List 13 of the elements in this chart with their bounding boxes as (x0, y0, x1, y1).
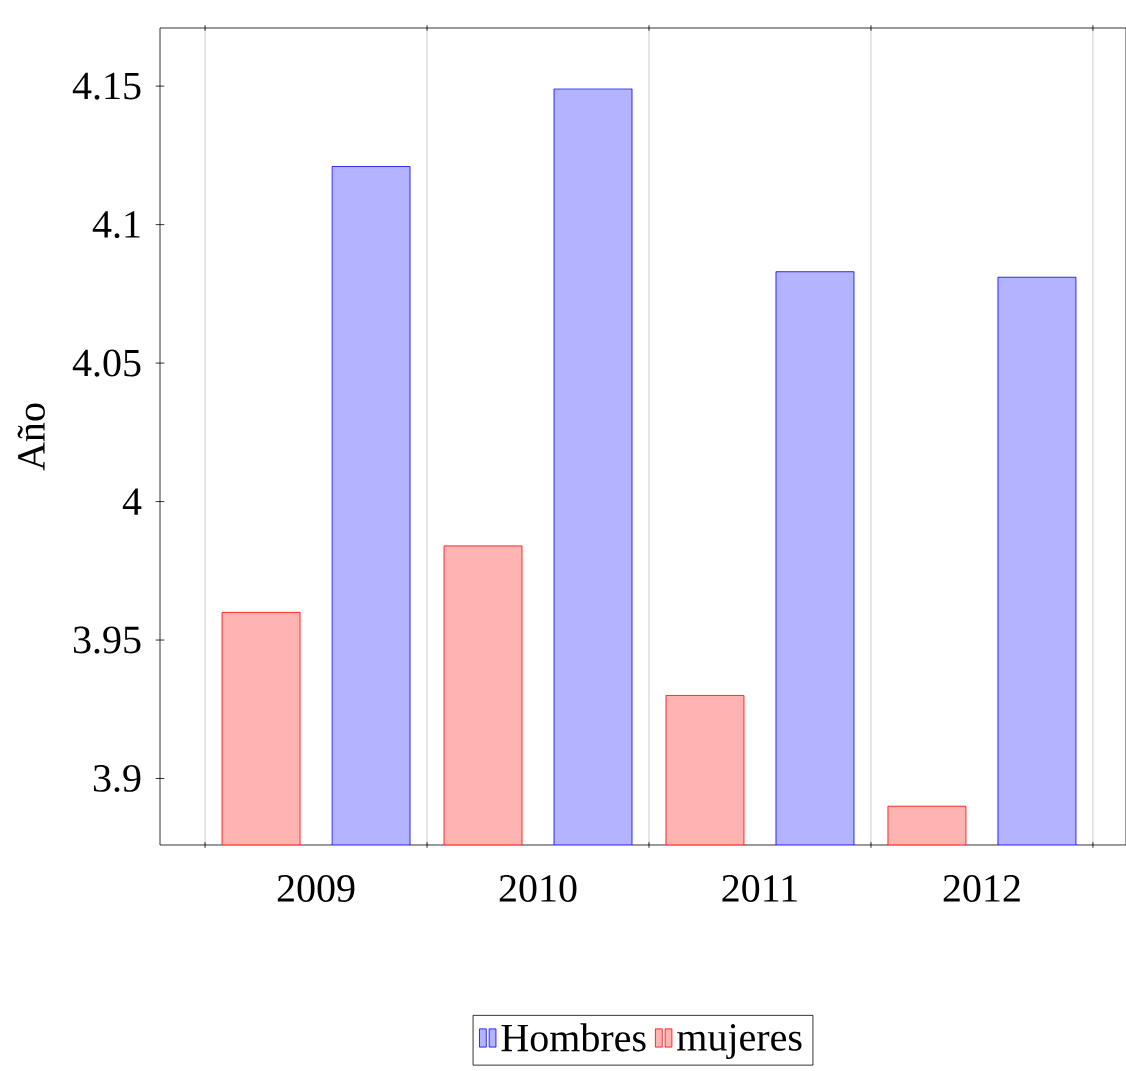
y-tick-label: 3.9 (93, 765, 141, 793)
y-tick-label: 3.95 (73, 626, 141, 654)
y-tick-label: 4.1 (92, 211, 140, 239)
y-tick-label: 4.15 (72, 72, 141, 100)
x-tick-label: 2009 (277, 874, 355, 902)
legend-label: mujeres (677, 1024, 802, 1059)
legend-label: Hombres (501, 1023, 646, 1052)
y-tick-label: 4 (122, 488, 142, 515)
y-tick-label: 4.05 (72, 349, 141, 377)
y-axis-title: Año (17, 403, 45, 471)
x-tick-label: 2010 (499, 874, 577, 902)
x-tick-label: 2011 (722, 874, 797, 902)
x-tick-label: 2012 (943, 874, 1020, 902)
